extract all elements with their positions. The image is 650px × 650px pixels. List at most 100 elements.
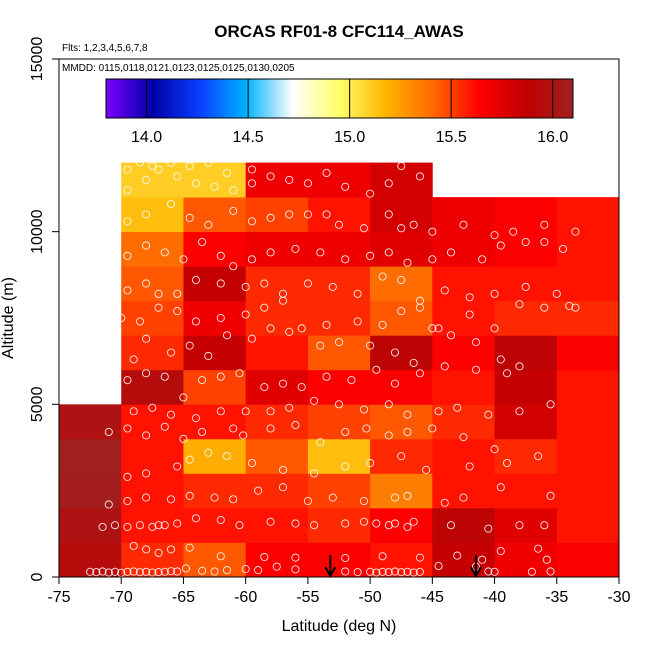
- sample-point: [310, 521, 319, 530]
- sample-point: [341, 519, 350, 528]
- heatmap-cell: [556, 438, 620, 474]
- flight-markers: [324, 555, 482, 579]
- sample-point: [98, 522, 107, 531]
- sample-point: [154, 548, 163, 557]
- sample-point: [459, 433, 468, 442]
- sample-point: [496, 241, 505, 250]
- sample-point: [260, 279, 269, 288]
- sample-point: [173, 289, 182, 298]
- sample-point: [546, 400, 555, 409]
- sample-point: [415, 553, 424, 562]
- sample-point: [415, 296, 424, 305]
- sample-point: [154, 303, 163, 312]
- sample-point: [154, 521, 163, 530]
- sample-point: [390, 493, 400, 502]
- sample-point: [166, 495, 176, 504]
- sample-point: [415, 567, 424, 576]
- heatmap-cell: [494, 507, 558, 543]
- sample-point: [291, 421, 300, 430]
- colorbar-tick-label: 14.0: [131, 129, 162, 146]
- sample-point: [160, 521, 169, 530]
- heatmap-cell: [432, 473, 495, 509]
- sample-point: [179, 393, 188, 402]
- heatmap-cell: [183, 231, 247, 267]
- heatmap-cell: [245, 438, 309, 474]
- sample-point: [359, 405, 368, 414]
- heatmap-cell: [245, 266, 309, 302]
- sample-point: [129, 567, 138, 576]
- heatmap-cell: [121, 335, 184, 371]
- sample-point: [235, 369, 244, 378]
- sample-point: [440, 498, 449, 507]
- sample-point: [266, 407, 275, 416]
- sample-point: [310, 396, 319, 405]
- sample-point: [266, 248, 275, 257]
- heatmap-cell: [307, 335, 371, 371]
- heatmap-cell: [494, 438, 558, 474]
- sample-point: [521, 237, 530, 247]
- sample-point: [229, 206, 238, 215]
- sample-point: [390, 379, 400, 388]
- heatmap-cell: [370, 542, 433, 578]
- heatmap-cell: [245, 404, 309, 440]
- sample-point: [540, 521, 549, 530]
- heatmap-cell: [245, 542, 309, 578]
- heatmap-cell: [370, 473, 433, 509]
- sample-point: [366, 567, 375, 576]
- sample-point: [181, 564, 190, 573]
- heatmap-cell: [183, 335, 247, 371]
- sample-point: [328, 493, 337, 502]
- sample-point: [291, 565, 300, 574]
- sample-point: [428, 255, 437, 264]
- sample-point: [571, 303, 580, 312]
- y-tick-label: 10000: [29, 209, 46, 254]
- sample-point: [191, 179, 200, 188]
- sample-point: [254, 566, 263, 575]
- sample-point: [278, 379, 288, 388]
- sample-point: [129, 407, 138, 416]
- heatmap-cell: [370, 404, 433, 440]
- sample-point: [509, 227, 518, 236]
- heatmap-cell: [245, 507, 309, 543]
- heatmap-cell: [556, 542, 620, 578]
- heatmap-cell: [121, 231, 184, 267]
- x-tick-label: -70: [110, 589, 133, 606]
- sample-point: [173, 567, 182, 576]
- heatmap-cell: [245, 369, 309, 405]
- colorbar-tick-label: 16.0: [537, 129, 568, 146]
- heatmap-cell: [183, 438, 247, 474]
- sample-point: [359, 224, 368, 233]
- heatmap-cell: [494, 369, 558, 405]
- heatmap-cell: [556, 231, 620, 267]
- sample-point: [278, 465, 288, 474]
- sample-point: [453, 403, 462, 412]
- sample-point: [459, 493, 468, 502]
- heatmap-cell: [556, 300, 620, 336]
- x-axis: -75 -70 -65 -60 -55 -50 -45 -40 -35 -30: [47, 577, 631, 606]
- sample-point: [123, 567, 132, 576]
- colorbar: 14.0 14.5 15.0 15.5 16.0: [105, 78, 574, 146]
- heatmap-cell: [370, 438, 433, 474]
- sample-point: [316, 248, 325, 257]
- sample-point: [142, 334, 151, 343]
- sample-point: [185, 543, 194, 552]
- heatmap-cell: [183, 369, 247, 405]
- sample-point: [247, 217, 256, 226]
- x-tick-label: -40: [483, 589, 506, 606]
- sample-point: [552, 289, 561, 298]
- heatmap-cell: [183, 507, 247, 543]
- sample-point: [347, 376, 356, 385]
- sample-point: [198, 376, 207, 385]
- sample-point: [142, 469, 151, 478]
- x-tick-label: -35: [545, 589, 568, 606]
- sample-point: [297, 324, 306, 333]
- sample-point: [378, 552, 387, 561]
- sample-point: [341, 255, 350, 264]
- sample-point: [247, 255, 256, 264]
- sample-point: [397, 275, 406, 285]
- sample-point: [210, 567, 219, 576]
- sample-point: [502, 458, 512, 468]
- heatmap-cell: [432, 300, 495, 336]
- heatmap-cell: [59, 507, 122, 543]
- sample-point: [110, 521, 120, 530]
